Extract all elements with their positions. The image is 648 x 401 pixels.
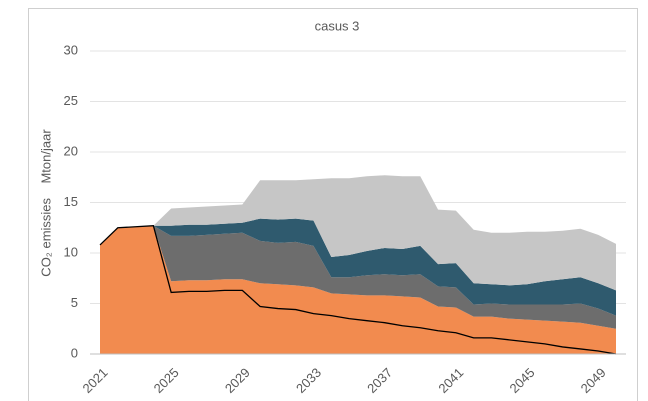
y-tick-label: 15 bbox=[64, 194, 78, 209]
chart-title: casus 3 bbox=[315, 18, 360, 33]
line bbox=[99, 225, 617, 355]
area bbox=[100, 225, 616, 329]
area bbox=[100, 225, 616, 354]
y-axis-label: CO₂ emissies Mton/jaar bbox=[38, 129, 53, 277]
area bbox=[100, 218, 616, 316]
y-tick-label: 5 bbox=[71, 295, 78, 310]
area bbox=[100, 175, 616, 291]
y-tick-label: 25 bbox=[64, 93, 78, 108]
y-tick-label: 10 bbox=[64, 244, 78, 259]
y-tick-label: 30 bbox=[64, 42, 78, 57]
y-tick-label: 20 bbox=[64, 143, 78, 158]
y-tick-label: 0 bbox=[71, 345, 78, 360]
